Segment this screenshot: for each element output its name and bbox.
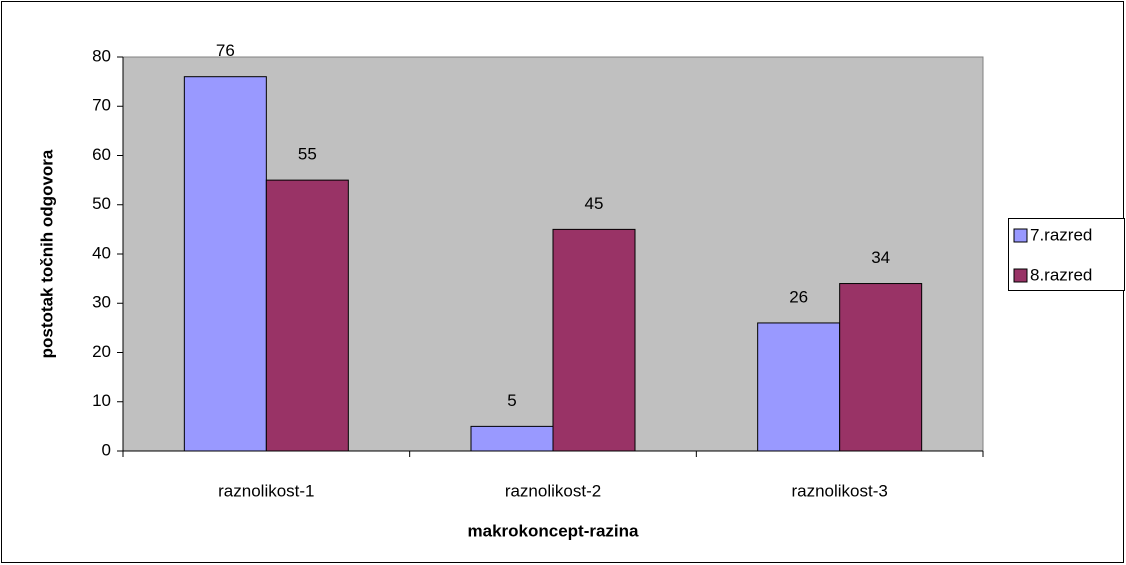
legend-swatch [1013, 228, 1028, 243]
bar [757, 322, 841, 452]
legend-swatch [1013, 268, 1028, 283]
y-tick-label: 0 [102, 440, 111, 459]
bar [470, 425, 554, 452]
legend-label: 7.razred [1030, 225, 1092, 244]
x-tick-label: raznolikost-2 [505, 481, 601, 500]
y-tick-label: 70 [92, 96, 111, 115]
x-tick-label: raznolikost-1 [218, 481, 314, 500]
data-label: 76 [216, 41, 235, 60]
data-label: 34 [871, 248, 890, 267]
y-tick-label: 50 [92, 194, 111, 213]
y-axis-title: postotak točnih odgovora [37, 149, 56, 358]
data-label: 5 [507, 391, 516, 410]
y-tick-label: 30 [92, 293, 111, 312]
y-tick-label: 60 [92, 145, 111, 164]
x-axis-title: makrokoncept-razina [468, 521, 640, 540]
data-label: 26 [789, 287, 808, 306]
y-tick-label: 20 [92, 342, 111, 361]
y-tick-label: 80 [92, 46, 111, 65]
x-tick-label: raznolikost-3 [791, 481, 887, 500]
legend-label: 8.razred [1030, 265, 1092, 284]
legend-box [1008, 218, 1125, 291]
y-tick-label: 40 [92, 243, 111, 262]
data-label: 45 [585, 194, 604, 213]
bar [839, 283, 923, 452]
y-tick-label: 10 [92, 391, 111, 410]
bar [265, 179, 349, 452]
bar [183, 76, 267, 452]
data-label: 55 [298, 145, 317, 164]
bar [552, 228, 636, 452]
